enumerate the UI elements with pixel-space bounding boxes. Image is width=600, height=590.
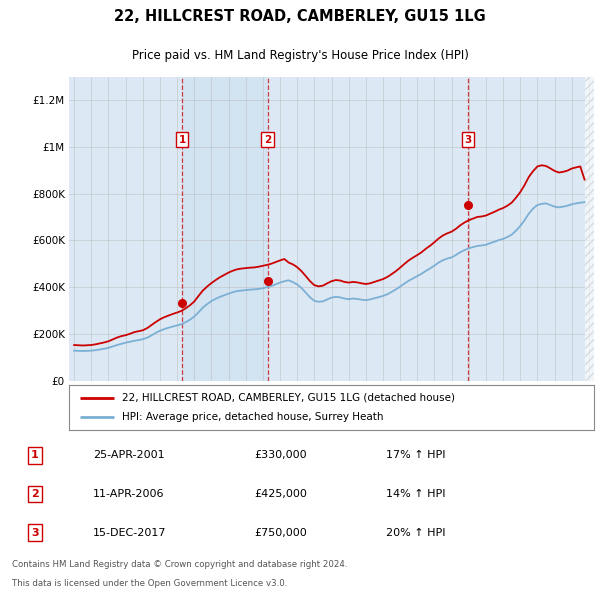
Text: This data is licensed under the Open Government Licence v3.0.: This data is licensed under the Open Gov…	[12, 579, 287, 588]
Text: 14% ↑ HPI: 14% ↑ HPI	[386, 489, 446, 499]
Text: Contains HM Land Registry data © Crown copyright and database right 2024.: Contains HM Land Registry data © Crown c…	[12, 560, 347, 569]
Text: 17% ↑ HPI: 17% ↑ HPI	[386, 450, 446, 460]
Text: 3: 3	[31, 528, 39, 538]
Text: 22, HILLCREST ROAD, CAMBERLEY, GU15 1LG: 22, HILLCREST ROAD, CAMBERLEY, GU15 1LG	[114, 9, 486, 24]
Text: HPI: Average price, detached house, Surrey Heath: HPI: Average price, detached house, Surr…	[121, 412, 383, 422]
Text: Price paid vs. HM Land Registry's House Price Index (HPI): Price paid vs. HM Land Registry's House …	[131, 49, 469, 62]
Text: 11-APR-2006: 11-APR-2006	[92, 489, 164, 499]
Text: 2: 2	[264, 135, 271, 145]
Text: 20% ↑ HPI: 20% ↑ HPI	[386, 528, 446, 538]
Text: 3: 3	[464, 135, 472, 145]
Text: £330,000: £330,000	[254, 450, 307, 460]
Text: 22, HILLCREST ROAD, CAMBERLEY, GU15 1LG (detached house): 22, HILLCREST ROAD, CAMBERLEY, GU15 1LG …	[121, 393, 455, 402]
Text: 1: 1	[31, 450, 39, 460]
Text: £750,000: £750,000	[254, 528, 307, 538]
Text: £425,000: £425,000	[254, 489, 307, 499]
Text: 2: 2	[31, 489, 39, 499]
Text: 1: 1	[179, 135, 186, 145]
Text: 15-DEC-2017: 15-DEC-2017	[92, 528, 166, 538]
Text: 25-APR-2001: 25-APR-2001	[92, 450, 164, 460]
Bar	[182, 77, 268, 381]
